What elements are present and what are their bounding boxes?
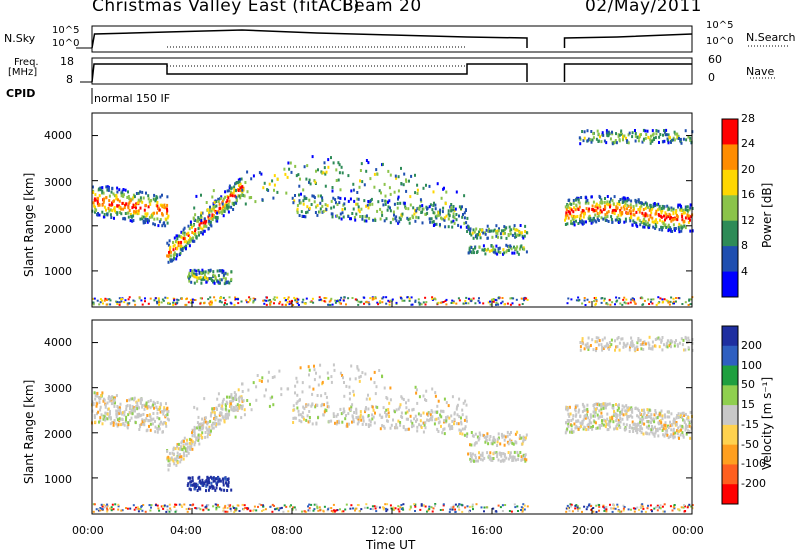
colorbar-tick-label: 100 — [741, 358, 762, 372]
colorbar-segment — [722, 444, 738, 465]
colorbar-segment — [722, 195, 738, 222]
date-label: 02/May/2011 — [585, 0, 702, 16]
x-tick: 20:00 — [572, 524, 604, 537]
colorbar-frame — [721, 118, 739, 298]
chart-title: Christmas Valley East (fitACF) — [92, 0, 360, 16]
colorbar-tick-label: 28 — [741, 112, 755, 125]
velocity-ytick: 1000 — [44, 473, 72, 486]
velocity-ytick: 2000 — [44, 428, 72, 441]
heatmap-cells — [91, 128, 694, 306]
x-tick: 04:00 — [170, 524, 202, 537]
colorbar-segment — [722, 326, 738, 347]
freq-tick-top: 18 — [60, 55, 74, 68]
colorbar-tick-label: 50 — [741, 378, 755, 392]
colorbar-tick-label: 16 — [741, 188, 755, 202]
colorbar-tick-label: 4 — [741, 264, 748, 278]
heatmap-cells — [91, 335, 694, 513]
cpid-label: CPID — [6, 87, 36, 100]
x-tick: 00:00 — [72, 524, 104, 537]
x-tick: 16:00 — [471, 524, 503, 537]
nsky-line — [91, 29, 528, 49]
colorbar-segment — [722, 424, 738, 446]
colorbar-segment — [722, 169, 738, 196]
colorbar-segment — [722, 464, 738, 485]
colorbar-tick-label: 24 — [741, 137, 755, 151]
freq-tick-bottom: 8 — [66, 73, 73, 86]
colorbar-segment — [722, 345, 738, 367]
nsky-panel-frame — [91, 25, 693, 53]
freq-line — [563, 63, 692, 82]
cpid-value: normal 150 IF — [94, 92, 171, 105]
nsearch-tick-bottom: 10^0 — [706, 36, 734, 47]
colorbar-tick-label: -200 — [741, 477, 766, 491]
nsky-line — [563, 33, 693, 48]
nsearch-tick-top: 10^5 — [706, 20, 734, 31]
colorbar-tick-label: 12 — [741, 213, 755, 227]
colorbar-tick-label: 15 — [741, 398, 755, 412]
colorbar-segment — [722, 385, 738, 406]
velocity-ytick: 4000 — [44, 336, 72, 349]
nave-tick-top: 60 — [708, 53, 722, 66]
colorbar-segment — [722, 119, 738, 145]
colorbar-segment — [722, 405, 738, 426]
nsky-tick-top: 10^5 — [52, 25, 80, 36]
x-tick: 00:00 — [672, 524, 704, 537]
power-ytick: 1000 — [44, 265, 72, 278]
nsky-label: N.Sky — [4, 32, 36, 45]
colorbar-tick-label: 20 — [741, 162, 755, 176]
velocity-ytick: 3000 — [44, 382, 72, 395]
nsky-tick-bottom: 10^0 — [52, 38, 80, 49]
colorbar-frame — [721, 325, 739, 505]
freq-panel-frame — [91, 57, 693, 85]
power-ytick: 3000 — [44, 176, 72, 189]
nave-tick-bottom: 0 — [708, 71, 715, 84]
colorbar-tick-label: -15 — [741, 417, 759, 431]
colorbar-segment — [722, 246, 738, 273]
nave-label: Nave — [746, 65, 775, 78]
freq-unit-label: [MHz] — [8, 67, 38, 78]
power-ytick: 2000 — [44, 223, 72, 236]
freq-line — [91, 63, 528, 83]
colorbar-segment — [722, 144, 738, 171]
colorbar-tick-label: -100 — [741, 457, 766, 471]
colorbar-tick-label: 8 — [741, 239, 748, 253]
colorbar-segment — [722, 484, 738, 505]
power-ytick: 4000 — [44, 129, 72, 142]
x-tick: 12:00 — [371, 524, 403, 537]
x-axis-label: Time UT — [366, 538, 416, 552]
colorbar-segment — [722, 365, 738, 386]
colorbar-tick-label: 200 — [741, 338, 762, 352]
beam-label: Beam 20 — [342, 0, 422, 16]
x-tick: 08:00 — [271, 524, 303, 537]
colorbar-segment — [722, 220, 738, 247]
freq-label: Freq. — [14, 57, 39, 68]
colorbar-segment — [722, 271, 738, 298]
nsearch-label: N.Search — [746, 31, 796, 44]
colorbar-tick-label: -50 — [741, 437, 759, 451]
